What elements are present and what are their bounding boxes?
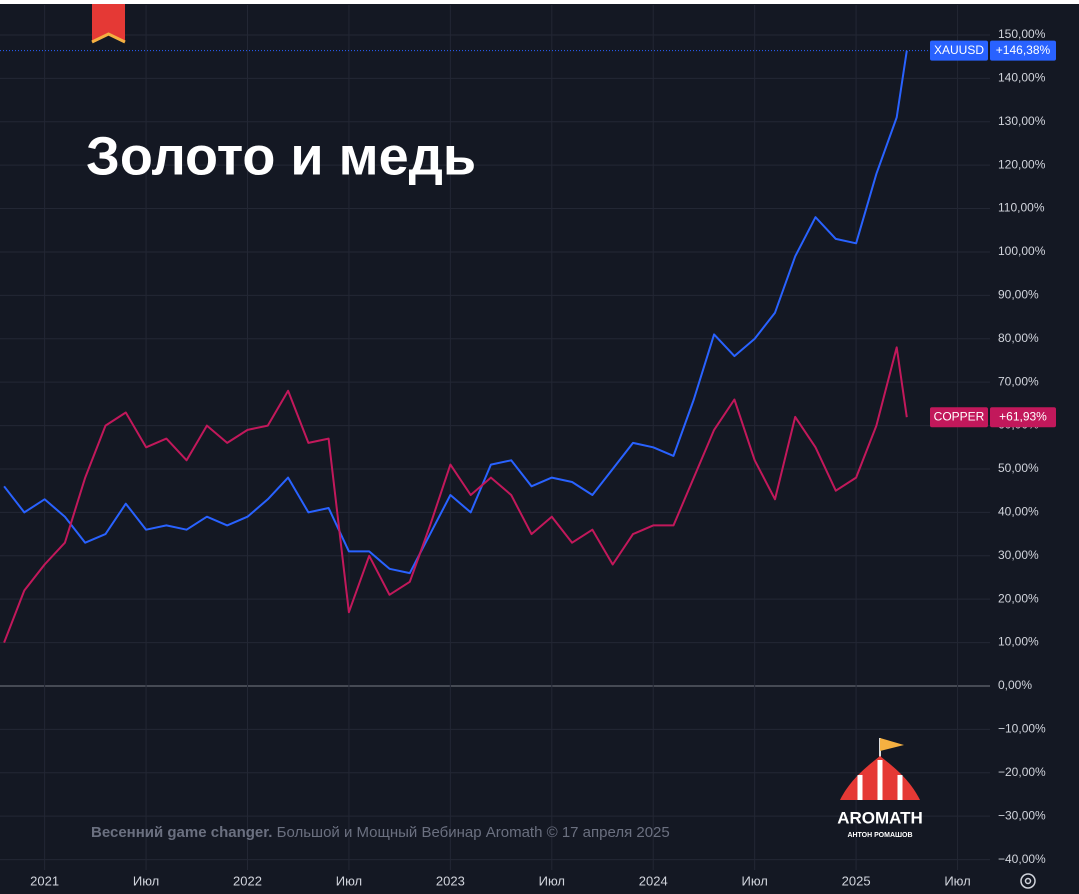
series-name: COPPER	[934, 409, 985, 423]
y-tick-label: 140,00%	[998, 71, 1046, 85]
series-line	[3, 50, 908, 575]
top-strip	[0, 0, 1079, 4]
y-tick-label: 10,00%	[998, 635, 1039, 649]
y-tick-label: 150,00%	[998, 27, 1046, 41]
x-tick-label: Июл	[539, 873, 565, 888]
y-tick-label: 90,00%	[998, 288, 1039, 302]
x-tick-label: 2023	[436, 873, 465, 888]
logo-flag	[880, 738, 904, 751]
last-value-badge	[990, 407, 1056, 428]
y-tick-label: −10,00%	[998, 722, 1046, 736]
series-name: XAUUSD	[934, 43, 984, 57]
series-name-badge	[930, 40, 988, 61]
y-tick-label: 130,00%	[998, 114, 1046, 128]
chart-title: Золото и медь	[86, 126, 476, 186]
logo-stripes	[857, 760, 903, 800]
y-tick-label: 40,00%	[998, 505, 1039, 519]
y-tick-label: 70,00%	[998, 374, 1039, 388]
y-tick-label: 20,00%	[998, 591, 1039, 605]
logo-subtitle: АНТОН РОМАШОВ	[847, 832, 912, 839]
footer-bold: Весенний game changer.	[91, 824, 272, 841]
y-tick-label: 50,00%	[998, 461, 1039, 475]
series-line	[3, 346, 908, 643]
y-tick-label: −40,00%	[998, 852, 1046, 866]
x-tick-label: Июл	[741, 873, 767, 888]
bookmark-icon	[92, 4, 125, 42]
footer-text: Большой и Мощный Вебинар Aromath © 17 ап…	[277, 824, 670, 841]
footer: Весенний game changer. Большой и Мощный …	[91, 824, 670, 841]
x-tick-label: 2025	[842, 873, 871, 888]
y-tick-label: −20,00%	[998, 765, 1046, 779]
y-tick-label: 30,00%	[998, 548, 1039, 562]
last-value-label: +61,93%	[999, 409, 1047, 423]
logo: AROMATH АНТОН РОМАШОВ	[837, 738, 923, 839]
x-tick-label: 2021	[30, 873, 59, 888]
last-value-label: +146,38%	[996, 43, 1051, 57]
last-value-badge	[990, 40, 1056, 61]
y-tick-label: 120,00%	[998, 157, 1046, 171]
series-name-badge	[930, 407, 988, 428]
x-tick-label: 2024	[639, 873, 668, 888]
x-tick-label: Июл	[133, 873, 159, 888]
x-tick-label: Июл	[944, 873, 970, 888]
settings-ring	[1020, 873, 1036, 889]
logo-name: AROMATH	[837, 808, 923, 827]
settings-hub	[1024, 877, 1032, 885]
y-tick-label: 110,00%	[998, 201, 1045, 215]
x-tick-label: 2022	[233, 873, 262, 888]
settings-icon[interactable]	[1020, 873, 1036, 889]
x-tick-label: Июл	[336, 873, 362, 888]
y-tick-label: −30,00%	[998, 808, 1046, 822]
bookmark-stripe	[91, 32, 126, 44]
y-tick-label: 0,00%	[998, 678, 1032, 692]
y-tick-label: 100,00%	[998, 244, 1046, 258]
y-tick-label: 80,00%	[998, 331, 1039, 345]
